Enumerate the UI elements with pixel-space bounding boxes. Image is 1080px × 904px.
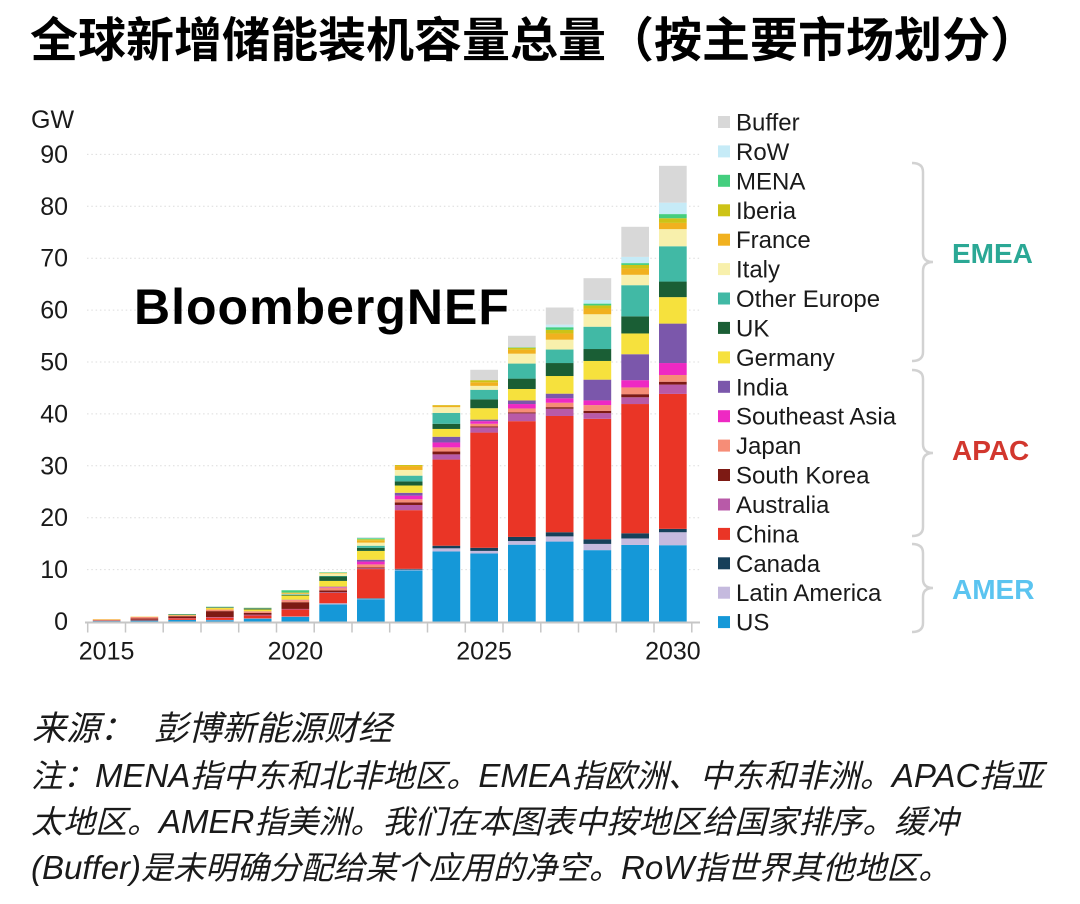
svg-text:Italy: Italy [736,257,780,284]
svg-text:2025: 2025 [456,638,512,666]
svg-text:0: 0 [54,608,68,636]
svg-text:2020: 2020 [268,638,324,666]
svg-text:80: 80 [40,193,68,221]
svg-text:10: 10 [40,556,68,584]
svg-text:APAC: APAC [952,435,1029,466]
svg-text:20: 20 [40,504,68,532]
svg-text:MENA: MENA [736,168,805,195]
svg-text:China: China [736,521,799,548]
svg-text:40: 40 [40,400,68,428]
svg-text:BloombergNEF: BloombergNEF [134,279,510,335]
svg-text:Australia: Australia [736,492,830,519]
svg-text:70: 70 [40,245,68,273]
svg-text:Latin America: Latin America [736,580,882,607]
svg-text:AMER: AMER [952,574,1034,605]
svg-text:India: India [736,374,789,401]
svg-text:Germany: Germany [736,345,835,372]
svg-text:Canada: Canada [736,551,821,578]
svg-text:Other Europe: Other Europe [736,286,880,313]
svg-text:Iberia: Iberia [736,198,797,225]
svg-text:90: 90 [40,141,68,169]
svg-text:Japan: Japan [736,433,801,460]
svg-text:France: France [736,227,811,254]
svg-text:Southeast Asia: Southeast Asia [736,404,897,431]
svg-text:2015: 2015 [79,638,135,666]
svg-text:60: 60 [40,297,68,325]
svg-text:UK: UK [736,315,769,342]
svg-text:GW: GW [31,106,74,134]
svg-text:Buffer: Buffer [736,110,800,137]
svg-text:2030: 2030 [645,638,701,666]
svg-text:30: 30 [40,452,68,480]
svg-text:EMEA: EMEA [952,238,1033,269]
svg-text:South Korea: South Korea [736,463,870,490]
svg-text:US: US [736,610,769,637]
svg-text:50: 50 [40,349,68,377]
svg-text:RoW: RoW [736,139,790,166]
